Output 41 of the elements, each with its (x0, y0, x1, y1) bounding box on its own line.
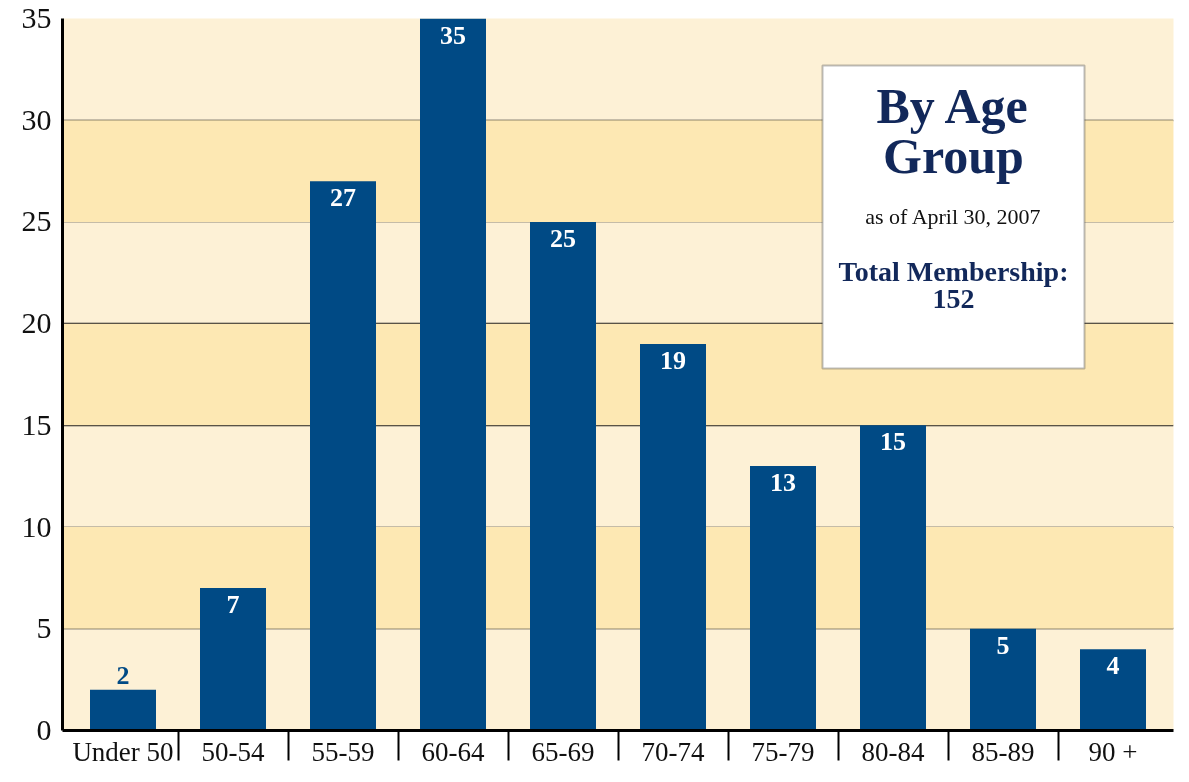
data-label: 19 (660, 345, 686, 375)
y-tick-label: 20 (21, 306, 52, 340)
x-tick-label: 90 + (1088, 736, 1138, 767)
data-label: 15 (880, 427, 906, 457)
y-tick-label: 35 (21, 1, 52, 34)
bar (640, 343, 706, 731)
data-label: 5 (996, 630, 1010, 660)
text: By Age Group (876, 77, 1028, 184)
data-label: 4 (1106, 651, 1120, 681)
bar (530, 221, 596, 731)
annotation: Total Membership: 152 (838, 255, 1069, 314)
x-tick-label: 60-64 (421, 736, 485, 767)
y-tick-label: 0 (36, 713, 52, 746)
x-tick-label: 75-79 (751, 736, 815, 767)
bar (200, 588, 266, 731)
data-label: 25 (550, 223, 576, 253)
x-tick-label: 85-89 (971, 736, 1035, 767)
y-tick-label: 15 (21, 407, 52, 441)
x-tick-label: 70-74 (641, 736, 705, 767)
bar (90, 689, 156, 731)
bar (970, 628, 1036, 731)
y-tick-label: 30 (21, 102, 52, 136)
y-tick-label: 5 (36, 611, 52, 645)
y-tick-label: 25 (21, 204, 52, 238)
y-tick-label: 10 (21, 509, 52, 543)
bar (750, 466, 816, 731)
text: as of April 30, 2007 (865, 203, 1041, 229)
data-label: 2 (116, 660, 130, 690)
x-tick-label: 50-54 (201, 736, 265, 767)
x-tick-label: Under 50 (72, 736, 174, 767)
data-label: 27 (330, 183, 356, 213)
x-tick-label: 65-69 (531, 736, 595, 767)
bar (860, 425, 926, 731)
x-tick-label: 80-84 (861, 736, 925, 767)
data-label: 13 (770, 468, 796, 498)
bar (420, 18, 486, 731)
x-tick-label: 55-59 (311, 736, 375, 767)
data-label: 35 (440, 20, 466, 50)
data-label: 7 (226, 590, 240, 620)
bar (1080, 649, 1146, 731)
bar (310, 181, 376, 731)
